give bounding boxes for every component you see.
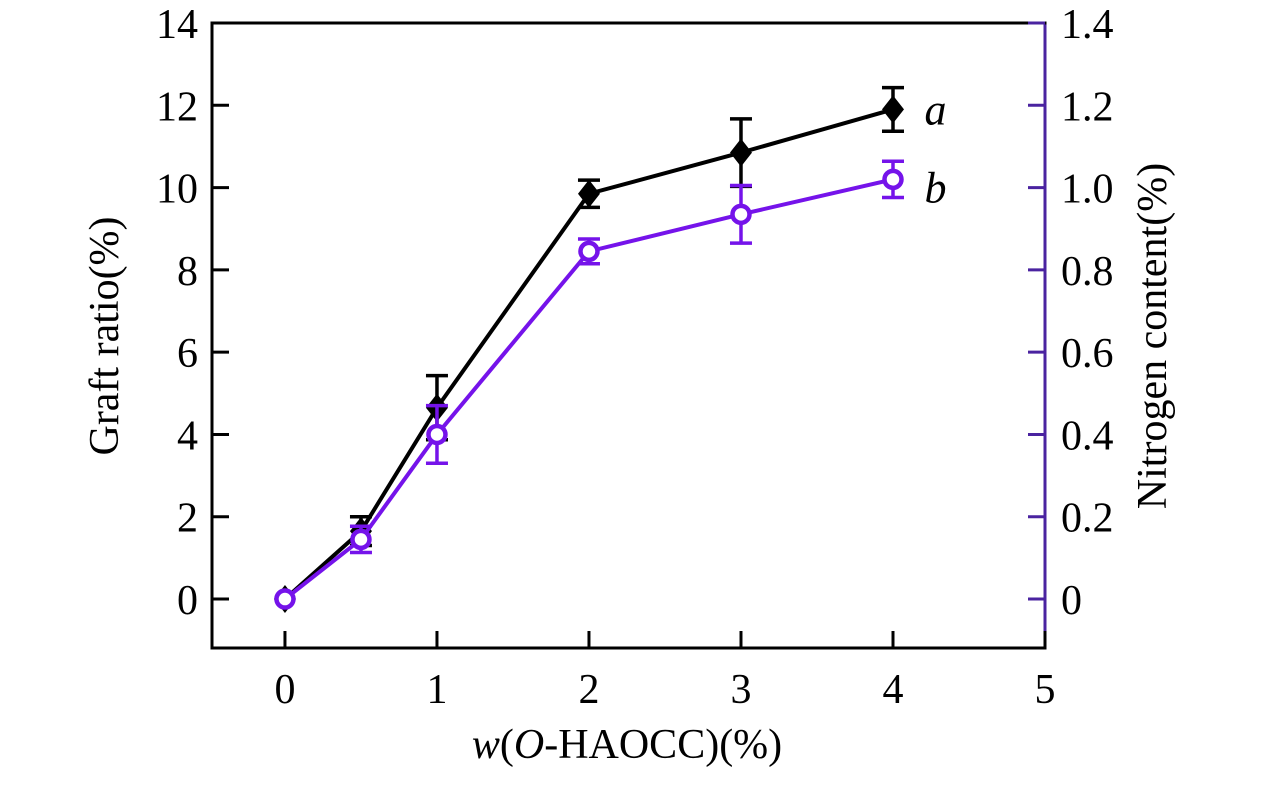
left-tick-label: 12 [156,84,198,130]
left-tick-label: 2 [177,496,198,542]
x-tick-label: 4 [882,667,903,713]
series-a-curve-label: a [925,85,947,134]
series-a-line [283,107,894,601]
series-b-circle-marker [274,588,296,610]
series-b-circle-marker [730,203,752,226]
series-a-diamond-marker [881,95,904,124]
x-axis-title: w(O-HAOCC)(%) [472,722,782,768]
right-tick-label: 1.4 [1061,2,1114,48]
right-tick-label: 0.6 [1061,331,1114,377]
series-b-circle-marker [350,528,372,551]
left-tick-label: 6 [177,331,198,377]
series-b-line [283,177,894,601]
x-axis-title-part: w [472,722,500,768]
x-tick-label: 3 [730,667,751,713]
series-b-group: b [274,159,947,610]
series-b-circle-marker [426,423,448,446]
right-axis-title: Nitrogen content(%) [1130,163,1176,509]
series-b-circle-marker [882,168,904,191]
right-tick-label: 0.4 [1061,413,1114,459]
x-tick-label: 0 [274,667,295,713]
series-a-diamond-marker [577,179,600,208]
right-tick-label: 1.2 [1061,84,1114,130]
right-tick-label: 1.0 [1061,167,1114,213]
right-tick-label: 0.2 [1061,496,1114,542]
left-tick-label: 14 [156,2,198,48]
series-a-group: a [273,85,947,614]
left-axis-title: Graft ratio(%) [82,216,128,455]
series-layer: ab [273,85,947,614]
x-axis-title-part: -HAOCC)(%) [544,722,782,768]
left-tick-label: 10 [156,167,198,213]
titles-layer: Graft ratio(%) Nitrogen content(%) w(O-H… [82,163,1176,768]
right-tick-label: 0 [1061,578,1082,624]
x-tick-label: 2 [578,667,599,713]
right-tick-label: 0.8 [1061,249,1114,295]
x-axis-title-part: O [514,722,544,768]
series-b-curve-label: b [925,164,947,213]
x-tick-label: 1 [426,667,447,713]
left-tick-label: 4 [177,413,198,459]
left-tick-label: 0 [177,578,198,624]
x-tick-label: 5 [1035,667,1056,713]
left-tick-label: 8 [177,249,198,295]
series-a-diamond-marker [729,138,752,167]
series-b-circle-marker [578,240,600,263]
x-axis-title-part: ( [500,722,514,768]
